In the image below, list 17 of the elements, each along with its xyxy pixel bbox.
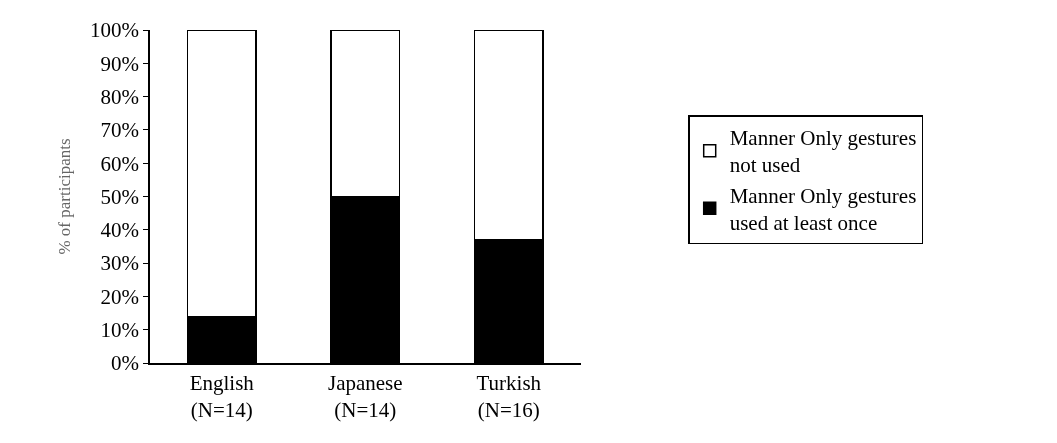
legend-label: Manner Only gestures used at least once <box>729 183 917 236</box>
y-tick-label: 20% <box>100 284 140 309</box>
y-tick-label: 80% <box>100 84 140 109</box>
y-tick-label: 0% <box>111 351 140 376</box>
y-tick-label: 10% <box>100 318 140 343</box>
x-tick-label: English (N=14) <box>189 370 255 423</box>
y-tick-label: 90% <box>100 51 140 76</box>
y-tick-label: 30% <box>100 251 140 276</box>
legend-label: Manner Only gestures not used <box>729 126 917 178</box>
x-tick-label: Japanese (N=14) <box>327 370 403 423</box>
x-tick-label: Turkish (N=16) <box>476 370 542 423</box>
y-tick-label: 70% <box>100 118 140 143</box>
y-tick-label: 60% <box>100 151 140 176</box>
y-tick-label: 100% <box>90 18 140 43</box>
y-tick-label: 40% <box>100 218 140 243</box>
y-tick-label: 50% <box>100 184 140 209</box>
y-axis-title: % of participants <box>55 138 75 255</box>
